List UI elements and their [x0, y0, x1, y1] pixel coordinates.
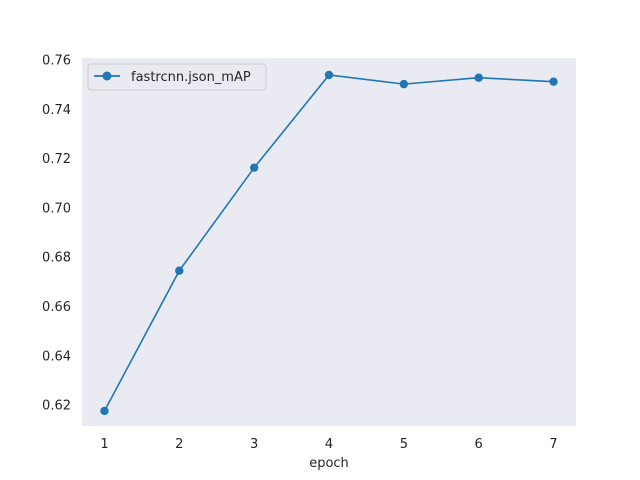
y-tick-label: 0.68: [42, 251, 71, 266]
data-point: [324, 70, 334, 80]
x-tick-label: 7: [549, 437, 557, 452]
series-layer: [100, 70, 558, 416]
y-tick-label: 0.76: [42, 53, 71, 68]
y-tick-label: 0.64: [42, 349, 71, 364]
x-axis-label: epoch: [309, 456, 349, 471]
x-tick-label: 2: [175, 437, 183, 452]
x-tick-label: 5: [400, 437, 408, 452]
x-tick-label: 4: [325, 437, 333, 452]
data-point: [100, 406, 109, 416]
x-tick-label: 6: [475, 437, 483, 452]
data-point: [249, 163, 259, 172]
legend-label: fastrcnn.json_mAP: [131, 70, 251, 85]
data-point: [175, 266, 184, 275]
data-point: [399, 79, 409, 89]
plot-area: [82, 58, 576, 426]
y-tick-label: 0.72: [42, 152, 71, 167]
data-point: [474, 73, 483, 82]
legend-marker-swatch: [102, 71, 112, 81]
y-tick-label: 0.74: [42, 103, 71, 118]
x-axis-ticks: 1 2 3 4 5 6 7: [100, 437, 557, 452]
y-tick-label: 0.62: [42, 399, 71, 414]
data-point: [549, 77, 558, 86]
x-tick-label: 1: [100, 437, 108, 452]
legend: fastrcnn.json_mAP: [87, 63, 267, 91]
legend-box: [87, 63, 267, 91]
y-axis-ticks: 0.62 0.64 0.66 0.68 0.70 0.72 0.74 0.76: [42, 53, 71, 413]
x-tick-label: 3: [250, 437, 258, 452]
y-tick-label: 0.70: [42, 201, 71, 216]
y-tick-label: 0.66: [42, 300, 71, 315]
